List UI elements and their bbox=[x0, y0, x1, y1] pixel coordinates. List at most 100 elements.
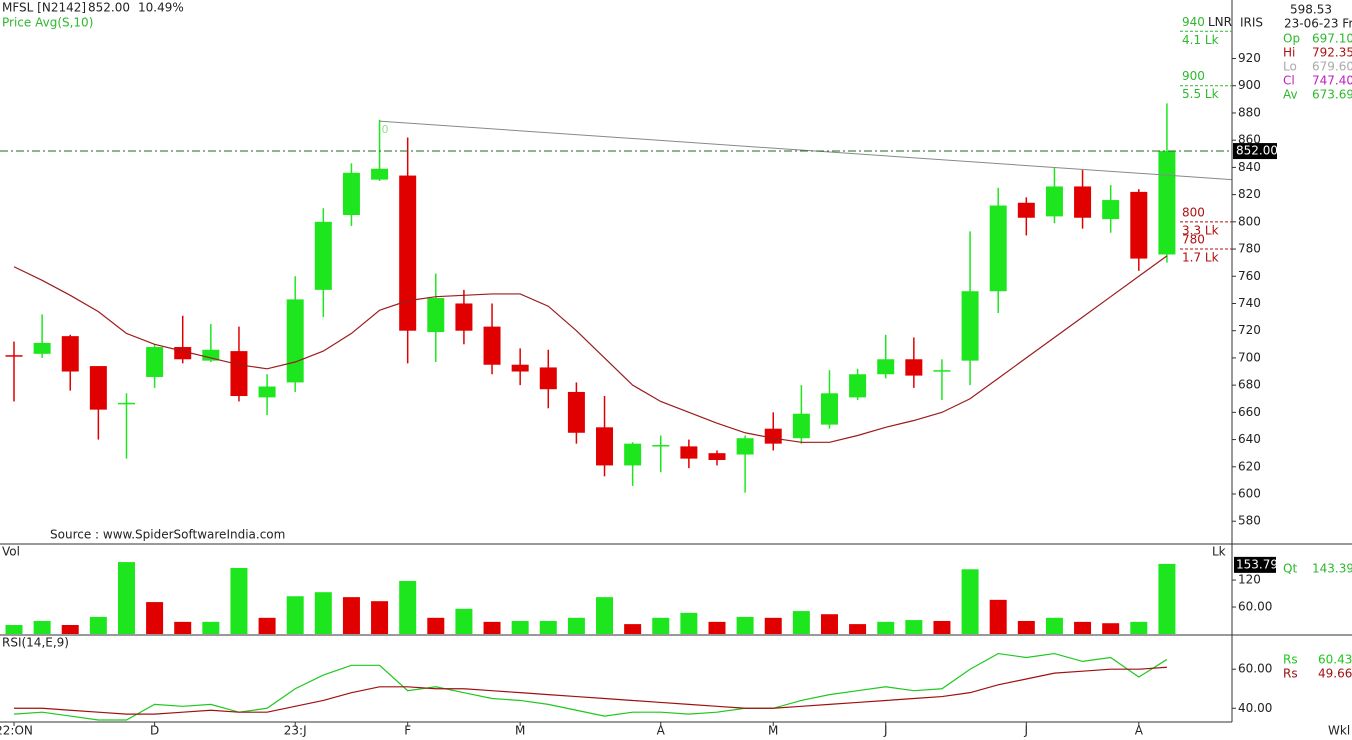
x-tick-label: J bbox=[1024, 724, 1029, 738]
volume-tag bbox=[1234, 556, 1276, 573]
info-field-value: 679.60 bbox=[1312, 60, 1352, 74]
last-price-tag bbox=[1233, 143, 1277, 160]
y-tick-label: 600 bbox=[1238, 487, 1261, 501]
volume-bar bbox=[1130, 621, 1148, 634]
x-tick-label: A bbox=[657, 724, 666, 738]
y-tick-label: 920 bbox=[1238, 51, 1261, 65]
candle-body bbox=[61, 336, 79, 372]
last-price: 852.00 bbox=[88, 1, 130, 15]
y-tick-label: 700 bbox=[1238, 350, 1261, 364]
volume-bar bbox=[596, 597, 614, 634]
volume-bar bbox=[820, 614, 838, 634]
volume-bar bbox=[849, 624, 867, 634]
qt-value: 143.39 bbox=[1312, 562, 1352, 576]
candle-body bbox=[567, 391, 585, 433]
volume-bar bbox=[567, 617, 585, 634]
volume-bar bbox=[652, 617, 670, 634]
y-tick-label: 800 bbox=[1238, 214, 1261, 228]
rsi-line bbox=[13, 652, 1168, 721]
volume-bar bbox=[792, 611, 810, 634]
volume-bar bbox=[539, 620, 557, 634]
y-tick-label: 900 bbox=[1238, 78, 1261, 92]
volume-bar bbox=[961, 569, 979, 634]
volume-bar bbox=[680, 612, 698, 634]
volume-bar bbox=[624, 624, 642, 634]
x-tick-label: M bbox=[515, 724, 525, 738]
volume-bar bbox=[174, 621, 192, 634]
x-tick-label: 23:J bbox=[284, 724, 307, 738]
footer: Wkl bbox=[1328, 724, 1350, 738]
x-tick-label: J bbox=[883, 724, 888, 738]
candle-body bbox=[708, 453, 726, 460]
legend-name: Rs bbox=[1283, 653, 1298, 667]
candle-body bbox=[33, 342, 51, 354]
volume-title: Vol bbox=[2, 545, 20, 559]
info-value: 598.53 bbox=[1290, 3, 1332, 17]
y-tick-label: 660 bbox=[1238, 405, 1261, 419]
candle-body bbox=[1130, 191, 1148, 259]
volume-bar bbox=[342, 597, 360, 634]
y-tick-label: 620 bbox=[1238, 459, 1261, 473]
candle-body bbox=[258, 386, 276, 398]
y-tick-label: 640 bbox=[1238, 432, 1261, 446]
y-tick-label: 720 bbox=[1238, 323, 1261, 337]
level-label: 780 bbox=[1182, 233, 1205, 247]
info-label: Hi bbox=[1283, 46, 1295, 60]
x-tick-label: A bbox=[1135, 724, 1144, 738]
legend-value: 49.66 bbox=[1318, 667, 1352, 681]
candle-body bbox=[680, 446, 698, 459]
candle-body bbox=[511, 364, 529, 372]
symbol: MFSL [N2142] bbox=[2, 1, 86, 15]
info-label: Lo bbox=[1283, 60, 1297, 74]
x-tick-label: M bbox=[768, 724, 778, 738]
candle-body bbox=[371, 168, 389, 180]
candle-body bbox=[1045, 186, 1063, 217]
level-label: 800 bbox=[1182, 205, 1205, 219]
volume-bar bbox=[1017, 620, 1035, 634]
candle-body bbox=[399, 175, 417, 331]
volume-bar bbox=[146, 602, 164, 634]
candle-body bbox=[342, 172, 360, 216]
y-tick-label: 780 bbox=[1238, 242, 1261, 256]
y-tick-label: 680 bbox=[1238, 378, 1261, 392]
candle-body bbox=[539, 367, 557, 390]
candle-body bbox=[89, 366, 107, 410]
y-tick-label: 840 bbox=[1238, 160, 1261, 174]
y-tick-label: 740 bbox=[1238, 296, 1261, 310]
volume-bar bbox=[989, 599, 1007, 634]
candle-body bbox=[1102, 200, 1120, 220]
level-note: 5.5 Lk bbox=[1182, 87, 1219, 101]
volume-bar bbox=[1045, 617, 1063, 634]
candle-body bbox=[427, 298, 445, 333]
candle-body bbox=[764, 428, 782, 444]
candle-body bbox=[1074, 186, 1092, 218]
volume-bar bbox=[877, 621, 895, 634]
info-name: IRIS bbox=[1240, 16, 1263, 30]
volume-bar bbox=[230, 567, 248, 634]
y-tick-label: 120 bbox=[1238, 573, 1261, 587]
average-line bbox=[13, 255, 1168, 443]
volume-bar bbox=[1102, 623, 1120, 634]
candle-body bbox=[314, 221, 332, 290]
info-label: Cl bbox=[1283, 74, 1295, 88]
y-tick-label: 60.00 bbox=[1238, 600, 1272, 614]
volume-bar bbox=[764, 617, 782, 634]
trendline-label: 0 bbox=[382, 123, 389, 136]
candle-body bbox=[117, 402, 135, 405]
x-tick-label: F bbox=[404, 724, 411, 738]
source: Source : www.SpiderSoftwareIndia.com bbox=[50, 528, 285, 542]
candle-body bbox=[286, 299, 304, 383]
volume-bar bbox=[736, 616, 754, 634]
candle-body bbox=[455, 303, 473, 331]
candle-body bbox=[792, 413, 810, 439]
candle-body bbox=[989, 205, 1007, 292]
volume-bar bbox=[1158, 563, 1176, 634]
candle-body bbox=[736, 438, 754, 455]
candle-body bbox=[202, 349, 220, 361]
info-label: Op bbox=[1283, 32, 1300, 46]
info-field-value: 792.35 bbox=[1312, 46, 1352, 60]
volume-unit: Lk bbox=[1212, 545, 1226, 559]
candle-body bbox=[933, 370, 951, 372]
volume-bar bbox=[455, 608, 473, 634]
